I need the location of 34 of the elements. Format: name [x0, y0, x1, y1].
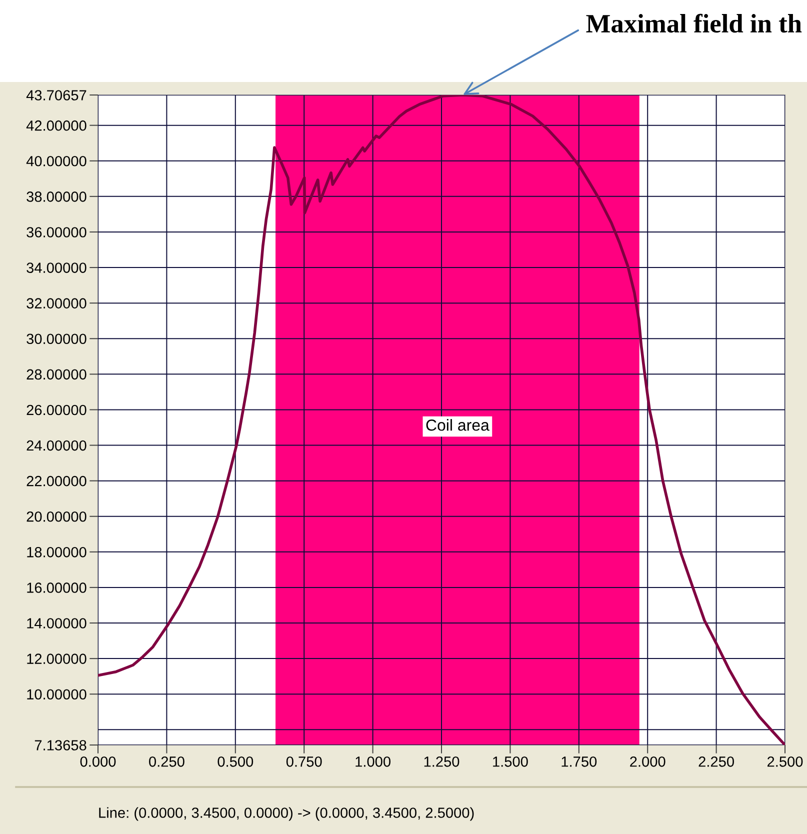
x-tick-label: 2.250: [698, 756, 734, 767]
y-tick-label: 28.00000: [26, 369, 86, 380]
y-tick-label: 7.13658: [34, 740, 86, 750]
band-label: Coil area: [426, 419, 490, 431]
y-tick-label: 12.00000: [27, 654, 86, 664]
y-tick-label: 38.00000: [26, 192, 86, 202]
x-tick-label: 0.250: [149, 756, 184, 767]
y-tick-label: 36.00000: [26, 227, 86, 238]
y-tick-label: 40.00000: [26, 156, 86, 166]
y-tick-label: 14.00000: [27, 618, 86, 628]
x-tick-label: 0.000: [80, 756, 116, 767]
annotation: Maximal field in th: [586, 14, 802, 33]
x-tick-label: 0.750: [286, 756, 322, 767]
y-tick-label: 22.00000: [26, 476, 86, 486]
y-tick-label: 42.00000: [26, 120, 86, 131]
x-tick-label: 1.250: [424, 756, 460, 767]
x-tick-label: 2.000: [630, 756, 666, 767]
y-tick-label: 32.00000: [26, 298, 86, 308]
y-tick-label: 20.00000: [26, 511, 86, 522]
x-tick-label: 0.500: [218, 756, 254, 767]
y-tick-label: 34.00000: [26, 262, 86, 273]
y-tick-label: 26.00000: [26, 404, 86, 416]
y-tick-label: 10.00000: [27, 689, 86, 700]
y-tick-label: 43.70657: [26, 90, 86, 100]
y-tick-label: 18.00000: [27, 547, 86, 558]
line-series: [98, 95, 785, 745]
y-tick-label: 24.00000: [26, 440, 86, 451]
x-tick-label: 1.000: [356, 756, 390, 767]
text: Line: (0.0000, 3.4500, 0.0000) -> (0.0000, 3.4500, 2.5000): [99, 807, 474, 821]
y-tick-label: 16.00000: [27, 582, 86, 593]
x-tick-label: 1.500: [493, 756, 528, 767]
x-tick-label: 1.750: [562, 756, 597, 767]
x-tick-label: 2.500: [767, 756, 803, 767]
y-tick-label: 30.00000: [26, 334, 86, 344]
